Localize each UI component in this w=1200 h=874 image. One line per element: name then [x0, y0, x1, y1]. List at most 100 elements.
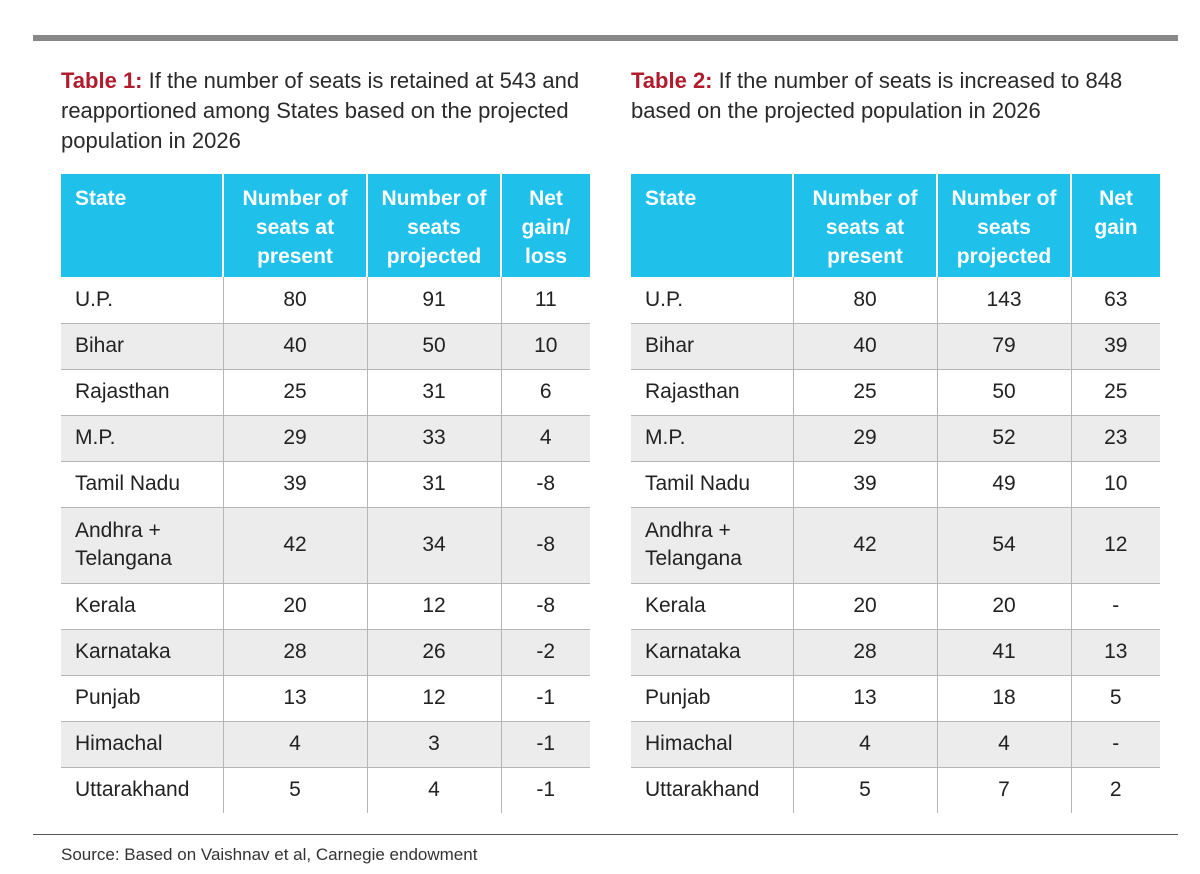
table1-col-net: Net gain/ loss — [501, 174, 590, 277]
table2-header-row: State Number of seats at present Number … — [631, 174, 1160, 277]
table2-cell-present: 39 — [793, 461, 938, 508]
table2-cell-state: U.P. — [631, 277, 794, 324]
table1-cell-present: 28 — [223, 629, 368, 676]
table2-row: Tamil Nadu 39 49 10 — [631, 461, 1160, 508]
table1-col-projected: Number of seats projected — [367, 174, 502, 277]
table2-cell-state: Himachal — [631, 721, 794, 768]
table1-cell-projected: 12 — [367, 675, 502, 722]
table1-cell-net: -8 — [501, 461, 590, 508]
table1-cell-state: Himachal — [61, 721, 224, 768]
table1-row: Karnataka 28 26 -2 — [61, 629, 590, 676]
table1-cell-state: Karnataka — [61, 629, 224, 676]
table1-cell-present: 20 — [223, 583, 368, 630]
table2-cell-net: 5 — [1071, 675, 1160, 722]
table2-row: U.P. 80 143 63 — [631, 277, 1160, 324]
table1-cell-projected: 31 — [367, 369, 502, 416]
table1-row: Tamil Nadu 39 31 -8 — [61, 461, 590, 508]
table1-cell-net: 6 — [501, 369, 590, 416]
table2-cell-projected: 4 — [937, 721, 1072, 768]
table1-cell-projected: 12 — [367, 583, 502, 630]
table2-cell-present: 20 — [793, 583, 938, 630]
table1-caption: Table 1: If the number of seats is retai… — [61, 66, 590, 174]
table1-panel: Table 1: If the number of seats is retai… — [61, 66, 590, 813]
table2-row: Himachal 4 4- — [631, 721, 1160, 768]
table1-cell-state: Punjab — [61, 675, 224, 722]
table1-row: Punjab 13 12 -1 — [61, 675, 590, 722]
table1-label: Table 1: — [61, 68, 143, 93]
table2-cell-net: 2 — [1109, 778, 1122, 802]
table1-cell-projected: 50 — [367, 323, 502, 370]
table2-cell-net: 39 — [1071, 323, 1160, 370]
table1-row: Bihar 40 50 10 — [61, 323, 590, 370]
table1-row: Uttarakhand 5 4 -1 — [61, 767, 590, 813]
table1-cell-state: Tamil Nadu — [61, 461, 224, 508]
table2-label: Table 2: — [631, 68, 713, 93]
table2-cell-present: 42 — [793, 507, 938, 584]
bottom-divider — [33, 834, 1178, 835]
table1-cell-projected: 3 — [367, 721, 502, 768]
table1-cell-present: 29 — [223, 415, 368, 462]
table2-cell-state: M.P. — [631, 415, 794, 462]
table1-cell-state: Rajasthan — [61, 369, 224, 416]
table2-col-state: State — [631, 174, 794, 277]
table2-row: Punjab 13 18 5 — [631, 675, 1160, 722]
table2-cell-net: 25 — [1071, 369, 1160, 416]
table2-cell-present: 13 — [793, 675, 938, 722]
table1-cell-present: 25 — [223, 369, 368, 416]
table2-row: Kerala 20 20- — [631, 583, 1160, 630]
table1-cell-present: 40 — [223, 323, 368, 370]
table1-cell-present: 39 — [223, 461, 368, 508]
table1-cell-state: M.P. — [61, 415, 224, 462]
table1: State Number of seats at present Number … — [61, 174, 590, 813]
table1-row: Andhra + Telangana 42 34 -8 — [61, 507, 590, 584]
table1-cell-projected: 26 — [367, 629, 502, 676]
table1-cell-present: 80 — [223, 277, 368, 324]
table1-cell-state: U.P. — [61, 277, 224, 324]
table2-cell-present: 80 — [793, 277, 938, 324]
table1-cell-present: 42 — [223, 507, 368, 584]
table2-row: Uttarakhand 5 7 2 — [631, 767, 1160, 813]
table1-cell-projected: 4 — [367, 767, 502, 813]
table1-cell-net: -8 — [501, 583, 590, 630]
table1-header-row: State Number of seats at present Number … — [61, 174, 590, 277]
table2-cell-projected: 52 — [937, 415, 1072, 462]
table1-cell-net: -1 — [536, 778, 556, 802]
table1-cell-net: -1 — [501, 721, 590, 768]
table2-row: Bihar 40 79 39 — [631, 323, 1160, 370]
table1-cell-state: Kerala — [61, 583, 224, 630]
table2-col-projected: Number of seats projected — [937, 174, 1072, 277]
table2-cell-present: 28 — [793, 629, 938, 676]
table1-row: U.P. 80 91 11 — [61, 277, 590, 324]
table1-caption-text: If the number of seats is retained at 54… — [61, 68, 580, 153]
table1-cell-projected: 34 — [367, 507, 502, 584]
table2-cell-projected: 20 — [937, 583, 1072, 630]
table2: State Number of seats at present Number … — [631, 174, 1160, 813]
table2-cell-projected: 143 — [937, 277, 1072, 324]
table2-cell-projected: 54 — [937, 507, 1072, 584]
table2-col-net: Net gain — [1071, 174, 1160, 277]
table1-cell-present: 13 — [223, 675, 368, 722]
table2-cell-state: Karnataka — [631, 629, 794, 676]
table1-row: Himachal 4 3 -1 — [61, 721, 590, 768]
table1-row: M.P. 29 33 4 — [61, 415, 590, 462]
table1-cell-net: 10 — [501, 323, 590, 370]
table2-cell-net: 13 — [1071, 629, 1160, 676]
table1-cell-present: 4 — [223, 721, 368, 768]
table2-cell-state: Andhra + Telangana — [631, 507, 794, 584]
table1-cell-state: Uttarakhand — [61, 767, 224, 813]
table2-cell-net: - — [1071, 721, 1160, 768]
table2-cell-state: Uttarakhand — [631, 767, 794, 813]
table2-cell-projected: 18 — [937, 675, 1072, 722]
table1-cell-net: -2 — [501, 629, 590, 676]
table2-cell-projected: 7 — [937, 767, 1072, 813]
table2-caption: Table 2: If the number of seats is incre… — [631, 66, 1160, 174]
table1-row: Kerala 20 12 -8 — [61, 583, 590, 630]
table2-panel: Table 2: If the number of seats is incre… — [631, 66, 1160, 813]
table1-row: Rajasthan 25 31 6 — [61, 369, 590, 416]
table1-cell-projected: 91 — [367, 277, 502, 324]
table2-cell-projected: 41 — [937, 629, 1072, 676]
table1-cell-projected: 33 — [367, 415, 502, 462]
table1-cell-net: 4 — [501, 415, 590, 462]
top-divider — [33, 35, 1178, 41]
table2-cell-state: Kerala — [631, 583, 794, 630]
